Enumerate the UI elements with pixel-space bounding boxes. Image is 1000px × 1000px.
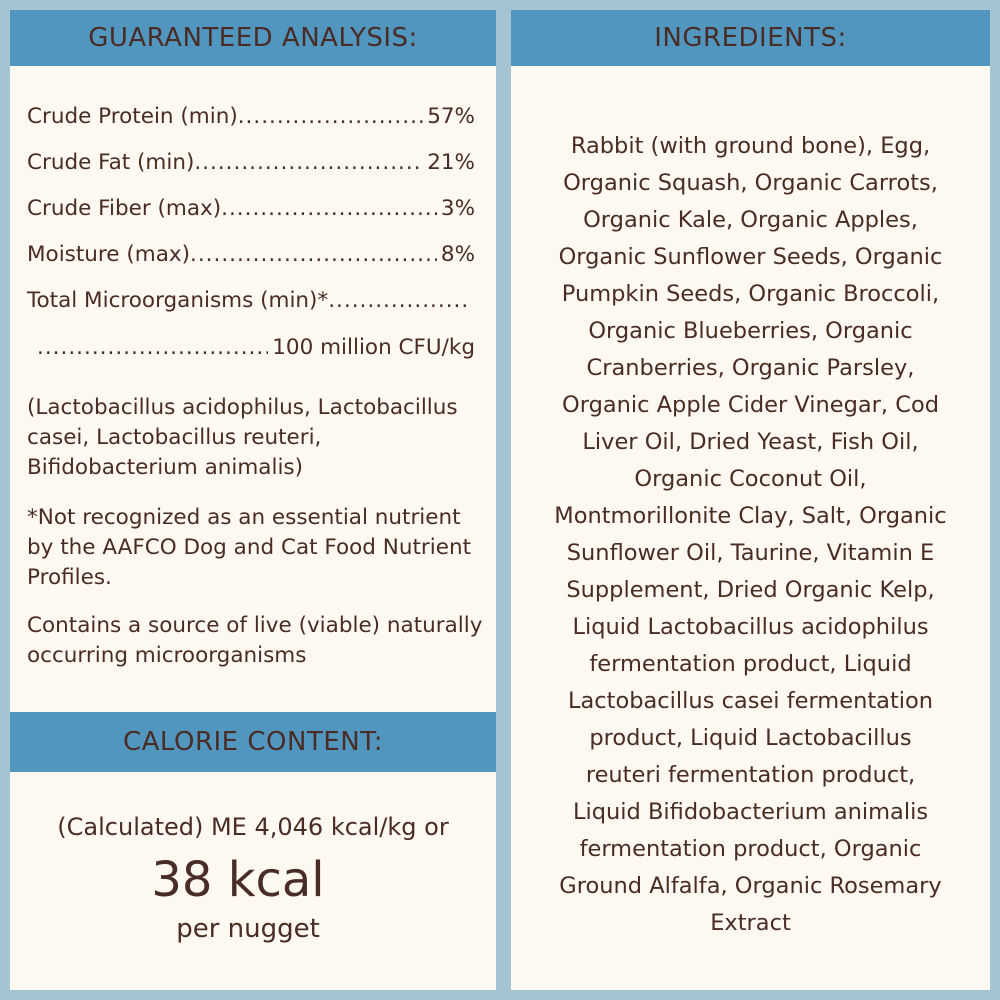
analysis-label: Moisture (max) xyxy=(27,242,190,267)
analysis-value: 100 million CFU/kg xyxy=(272,335,475,360)
analysis-value: 8% xyxy=(440,242,475,267)
ingredient-line: Montmorillonite Clay, Salt, Organic xyxy=(554,503,947,529)
analysis-value xyxy=(471,287,475,315)
ingredient-line: Organic Apple Cider Vinegar, Cod xyxy=(562,392,939,418)
ingredient-line: Cranberries, Organic Parsley, xyxy=(586,355,915,381)
ingredient-line: Extract xyxy=(710,910,791,936)
ingredient-line: Pumpkin Seeds, Organic Broccoli, xyxy=(561,281,940,307)
live-microorganisms-note: Contains a source of live (viable) natur… xyxy=(27,613,483,668)
calorie-per-nugget-value: 38 kcal xyxy=(151,852,325,908)
ingredient-line: Organic Blueberries, Organic xyxy=(588,318,913,344)
guaranteed-analysis-panel: GUARANTEED ANALYSIS: Crude Protein (min)… xyxy=(10,10,496,990)
ingredient-line: Organic Sunflower Seeds, Organic xyxy=(558,244,943,270)
leader-dots xyxy=(37,334,268,362)
ingredient-line: Ground Alfalfa, Organic Rosemary xyxy=(559,873,942,899)
analysis-row: Moisture (max) 8% xyxy=(27,241,475,269)
leader-dots xyxy=(221,195,437,223)
footnote-text: *Not recognized as an essential nutrient… xyxy=(27,505,472,590)
ingredient-line: Liquid Lactobacillus acidophilus xyxy=(572,614,929,640)
analysis-value: 21% xyxy=(427,150,475,175)
ingredients-header: INGREDIENTS: xyxy=(511,10,990,66)
analysis-value: 3% xyxy=(440,196,475,221)
leader-dots xyxy=(328,287,471,315)
analysis-row: 100 million CFU/kg xyxy=(37,334,475,362)
ingredients-panel: INGREDIENTS: Rabbit (with ground bone), … xyxy=(511,10,990,990)
analysis-row: Crude Fiber (max) 3% xyxy=(27,195,475,223)
ingredient-line: fermentation product, Liquid xyxy=(589,651,912,677)
analysis-row: Total Microorganisms (min)* xyxy=(27,287,475,315)
leader-dots xyxy=(194,149,423,177)
leader-dots xyxy=(190,241,437,269)
ingredient-line: fermentation product, Organic xyxy=(579,836,922,862)
leader-dots xyxy=(238,103,423,131)
ingredient-line: Rabbit (with ground bone), Egg, xyxy=(570,133,931,159)
ingredient-line: Organic Kale, Organic Apples, xyxy=(583,207,918,233)
analysis-row: Crude Fat (min) 21% xyxy=(27,149,475,177)
analysis-row: Crude Protein (min) 57% xyxy=(27,103,475,131)
ingredient-line: Lactobacillus casei fermentation xyxy=(567,688,934,714)
ingredient-line: Liquid Bifidobacterium animalis xyxy=(572,799,929,825)
analysis-label: Crude Protein (min) xyxy=(27,104,238,129)
calorie-per-nugget-unit: per nugget xyxy=(176,914,320,944)
ingredient-line: Sunflower Oil, Taurine, Vitamin E xyxy=(566,540,935,566)
calorie-calculated: (Calculated) ME 4,046 kcal/kg or xyxy=(57,813,449,841)
ingredient-line: Liver Oil, Dried Yeast, Fish Oil, xyxy=(582,429,919,455)
analysis-value: 57% xyxy=(427,104,475,129)
analysis-label: Crude Fat (min) xyxy=(27,150,195,175)
guaranteed-analysis-header: GUARANTEED ANALYSIS: xyxy=(10,10,496,66)
ingredient-line: product, Liquid Lactobacillus xyxy=(589,725,912,751)
strains-text: (Lactobacillus acidophilus, Lactobacillu… xyxy=(27,395,458,480)
ingredient-line: Supplement, Dried Organic Kelp, xyxy=(566,577,935,603)
analysis-label: Total Microorganisms (min)* xyxy=(27,288,329,313)
ingredient-line: Organic Squash, Organic Carrots, xyxy=(563,170,938,196)
ingredient-line: Organic Coconut Oil, xyxy=(634,466,867,492)
analysis-label: Crude Fiber (max) xyxy=(27,196,222,221)
ingredient-line: reuteri fermentation product, xyxy=(585,762,916,788)
calorie-content-header: CALORIE CONTENT: xyxy=(10,712,496,772)
ingredients-list: Rabbit (with ground bone), Egg, Organic S… xyxy=(511,128,990,942)
